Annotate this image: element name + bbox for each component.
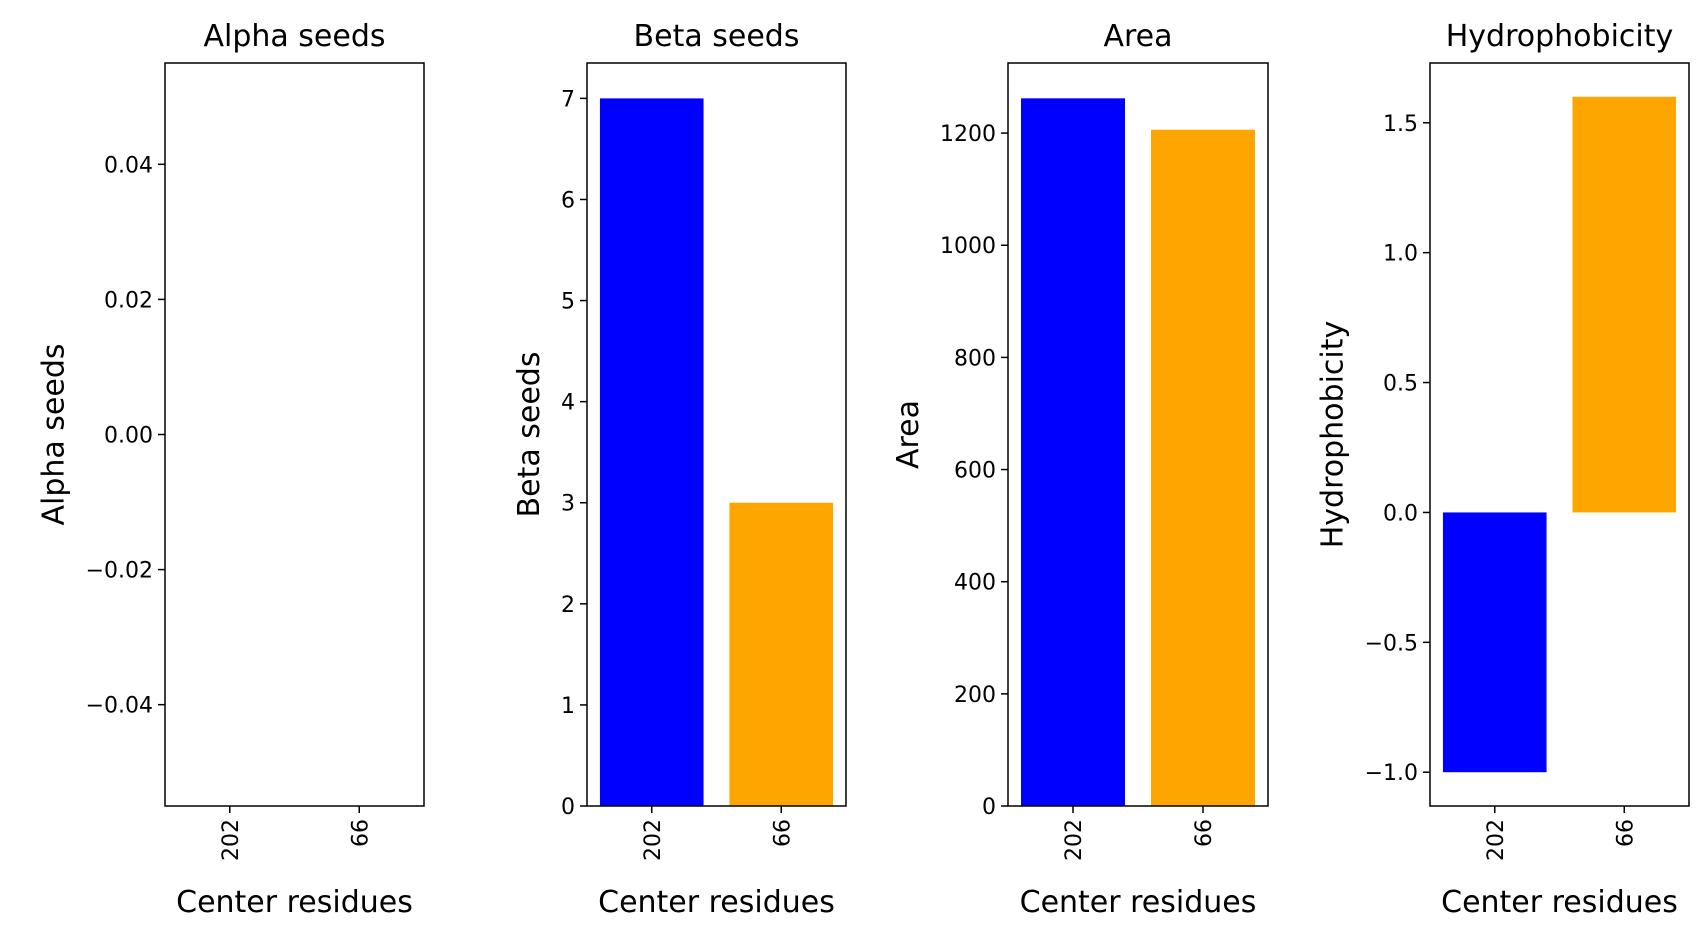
- y-tick-label: 0.02: [104, 288, 153, 313]
- axes-frame: [586, 62, 847, 807]
- y-axis-label: Hydrophobicity: [1316, 321, 1351, 549]
- x-axis-label: Center residues: [1020, 885, 1257, 920]
- bar-202: [1442, 512, 1547, 773]
- y-tick-label: −0.5: [1365, 631, 1418, 656]
- y-axis-label: Area: [891, 400, 926, 469]
- y-tick-label: 3: [561, 492, 575, 517]
- x-tick-label: 202: [641, 819, 666, 861]
- x-tick-label: 66: [1613, 819, 1638, 847]
- y-tick-label: 5: [561, 290, 575, 315]
- axes-frame: [1429, 62, 1690, 807]
- y-tick-label: 0.5: [1383, 372, 1418, 397]
- bar-66: [1151, 129, 1255, 807]
- y-tick-label: 200: [954, 683, 996, 708]
- y-tick-label: 0.04: [104, 153, 153, 178]
- bar-66: [1572, 96, 1677, 513]
- x-tick-label: 66: [770, 819, 795, 847]
- x-tick-label: 202: [1484, 819, 1509, 861]
- chart-panel-2: 0 1 2 3 4 5 6 7 202 66 Beta seeds Center residues Be…: [512, 19, 847, 920]
- y-tick-label: 1000: [940, 234, 996, 259]
- y-tick-label: 4: [561, 391, 575, 416]
- y-axis-label: Beta seeds: [512, 352, 547, 518]
- y-tick-label: 1.0: [1383, 242, 1418, 267]
- y-tick-label: 1200: [940, 122, 996, 147]
- x-tick-label: 66: [1192, 819, 1217, 847]
- y-tick-label: 1: [561, 694, 575, 719]
- x-tick-label: 66: [348, 819, 373, 847]
- axes-frame: [1007, 62, 1269, 807]
- y-tick-label: −0.04: [86, 694, 153, 719]
- y-tick-label: 6: [561, 188, 575, 213]
- bar-202: [1021, 98, 1125, 807]
- x-tick-label: 202: [1062, 819, 1087, 861]
- y-tick-label: 0: [982, 795, 996, 820]
- y-tick-label: −0.02: [86, 559, 153, 584]
- x-axis-label: Center residues: [1441, 885, 1678, 920]
- bar-66: [729, 502, 834, 806]
- y-tick-label: 0: [561, 795, 575, 820]
- chart-title: Hydrophobicity: [1446, 19, 1674, 54]
- axes-frame: [164, 62, 425, 807]
- y-tick-label: 400: [954, 571, 996, 596]
- y-tick-label: 2: [561, 593, 575, 618]
- x-tick-label: 202: [219, 819, 244, 861]
- y-tick-label: 600: [954, 459, 996, 484]
- y-tick-label: 0.0: [1383, 501, 1418, 526]
- chart-panel-4: −1.0 −0.5 0.0 0.5 1.0 1.5 202 66 Hydrophobicity C…: [1316, 19, 1690, 920]
- chart-panel-1: −0.04 −0.02 0.00 0.02 0.04 202 66 Alpha seeds Ce…: [37, 19, 425, 920]
- x-axis-label: Center residues: [598, 885, 835, 920]
- chart-panel-3: 0 200 400 600 800 1000 1200 202 66 Area Center res…: [891, 19, 1269, 920]
- y-tick-label: 800: [954, 346, 996, 371]
- chart-title: Area: [1103, 19, 1172, 54]
- chart-title: Beta seeds: [634, 19, 800, 54]
- y-tick-label: 1.5: [1383, 112, 1418, 137]
- y-tick-label: −1.0: [1365, 761, 1418, 786]
- bar-202: [599, 98, 704, 806]
- chart-title: Alpha seeds: [203, 19, 385, 54]
- y-tick-label: 7: [561, 87, 575, 112]
- x-axis-label: Center residues: [176, 885, 413, 920]
- y-axis-label: Alpha seeds: [37, 343, 72, 525]
- y-tick-label: 0.00: [104, 424, 153, 449]
